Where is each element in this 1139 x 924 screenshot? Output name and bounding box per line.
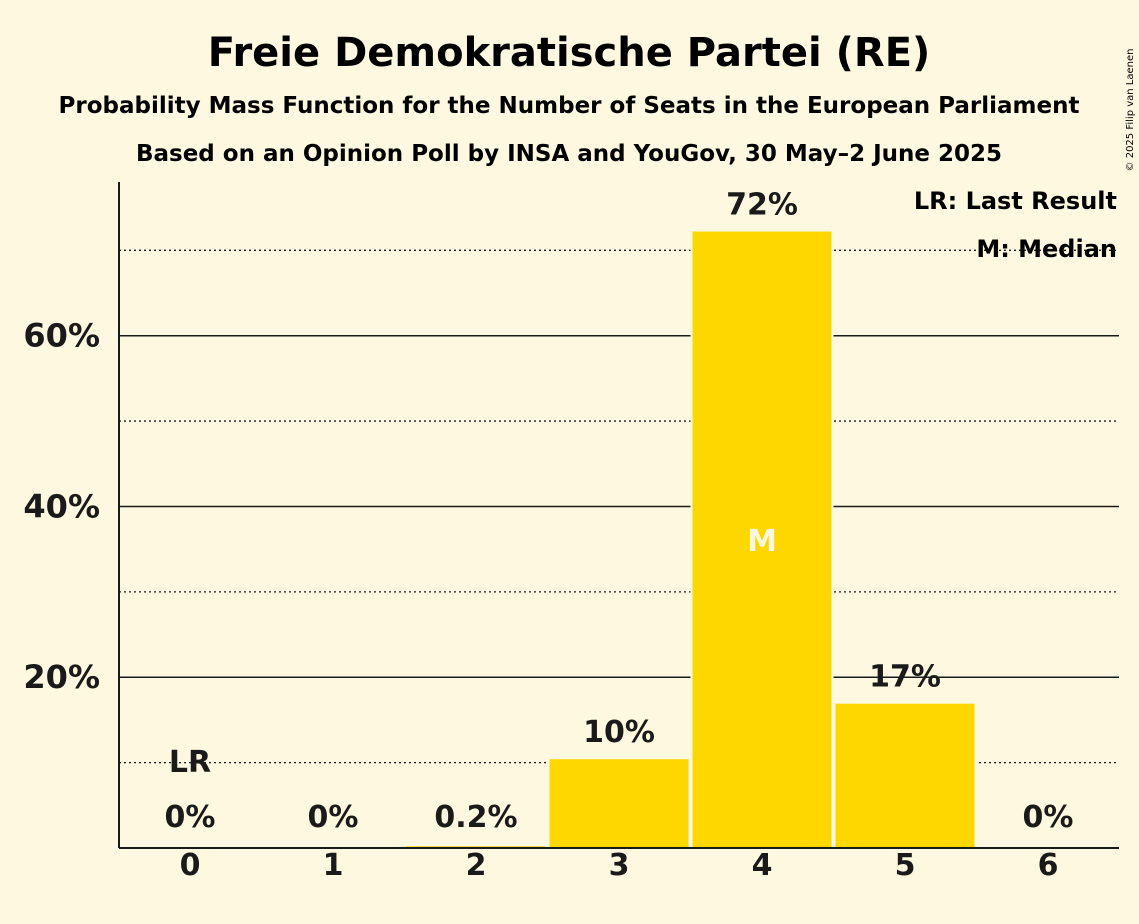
bar-gap: [404, 844, 548, 848]
data-label: 10%: [583, 715, 655, 750]
data-label: 0.2%: [434, 800, 517, 835]
bar: [692, 231, 832, 848]
x-tick-label: 5: [895, 848, 916, 883]
legend-last-result: LR: Last Result: [914, 187, 1117, 215]
bars: [404, 229, 977, 848]
data-label: 72%: [726, 188, 798, 223]
bar: [835, 703, 975, 848]
data-label: 17%: [869, 660, 941, 695]
copyright: © 2025 Filip van Laenen: [1125, 49, 1136, 172]
y-tick-label: 60%: [23, 317, 100, 355]
legend-median: M: Median: [976, 235, 1117, 263]
grid: [119, 249, 1119, 764]
x-tick-label: 3: [609, 848, 630, 883]
x-tick-label: 4: [752, 848, 773, 883]
y-tick-label: 20%: [23, 658, 100, 696]
chart-subtitle-source: Based on an Opinion Poll by INSA and You…: [136, 141, 1002, 167]
data-label: 0%: [308, 800, 359, 835]
x-tick-label: 6: [1038, 848, 1059, 883]
chart-subtitle: Probability Mass Function for the Number…: [59, 93, 1080, 119]
data-labels: 0% 0% 0.2% 10% 72% 17% 0% M LR: [165, 188, 1074, 835]
y-tick-label: 40%: [23, 487, 100, 525]
data-label: 0%: [1023, 800, 1074, 835]
chart-title: Freie Demokratische Partei (RE): [208, 30, 931, 76]
last-result-marker: LR: [169, 745, 211, 780]
x-tick-label: 0: [180, 848, 201, 883]
axes: 20% 40% 60% 0 1 2 3 4 5 6: [23, 182, 1119, 883]
x-tick-label: 2: [466, 848, 487, 883]
x-tick-label: 1: [323, 848, 344, 883]
median-marker: M: [747, 524, 777, 559]
data-label: 0%: [165, 800, 216, 835]
bar: [549, 759, 689, 848]
